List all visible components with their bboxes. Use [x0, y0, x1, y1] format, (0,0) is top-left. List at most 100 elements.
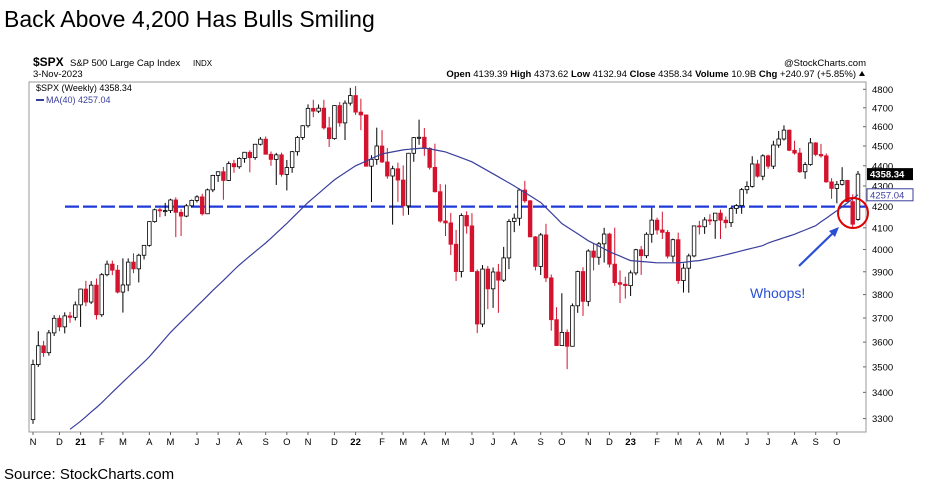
- candle-body: [163, 210, 168, 213]
- candle-body: [215, 171, 221, 176]
- candle-body: [337, 105, 342, 124]
- x-tick-label: S: [263, 437, 269, 448]
- candle-body: [200, 196, 205, 215]
- candle-body: [173, 199, 178, 213]
- candle-body: [115, 269, 120, 293]
- candle-body: [744, 185, 750, 191]
- candle-body: [522, 189, 528, 202]
- candle-body: [168, 199, 173, 212]
- candle-body: [750, 163, 755, 187]
- candle-body: [125, 261, 131, 286]
- candle-body: [395, 168, 401, 181]
- candle-body: [480, 268, 485, 325]
- candle-body: [78, 288, 83, 306]
- candle-body: [194, 196, 200, 201]
- candle-body: [665, 231, 670, 257]
- candle-body: [649, 219, 654, 235]
- candle-body: [638, 249, 644, 257]
- candle-body: [765, 155, 771, 167]
- candle-body: [549, 277, 554, 321]
- candle-body: [490, 271, 496, 290]
- y-tick-label: 3700: [872, 314, 893, 325]
- highlight-circle: [837, 197, 869, 229]
- source: Source: StockCharts.com: [4, 466, 174, 483]
- candle-body: [443, 220, 448, 224]
- candle-body: [300, 125, 305, 138]
- candle-body: [295, 137, 300, 153]
- info-label: Open: [446, 69, 470, 80]
- candle-body: [713, 212, 718, 222]
- symbol: $SPX: [33, 55, 64, 69]
- candle-body: [818, 154, 824, 157]
- legend-label: $SPX (Weekly): [36, 83, 97, 93]
- candle-body: [369, 158, 374, 167]
- x-tick-label: F: [379, 437, 385, 448]
- candle-body: [289, 151, 295, 168]
- date: 3-Nov-2023: [33, 69, 83, 80]
- candle-body: [41, 345, 46, 354]
- candle-body: [30, 364, 36, 421]
- info-value: 10.9B: [731, 69, 756, 80]
- candle-body: [728, 208, 734, 224]
- candle-body: [416, 136, 422, 139]
- watermark: @StockCharts.com: [784, 58, 866, 69]
- candle-body: [501, 257, 506, 281]
- candle-body: [644, 233, 649, 257]
- value-box-label: 4257.04: [870, 190, 904, 201]
- x-tick-label: J: [216, 437, 221, 448]
- candle-body: [157, 209, 163, 212]
- candle-body: [781, 129, 787, 140]
- candle-body: [104, 263, 110, 276]
- candle-body: [205, 189, 210, 215]
- x-tick-label: O: [283, 437, 290, 448]
- candle-body: [760, 155, 766, 177]
- candle-body: [448, 222, 453, 245]
- candle-body: [527, 200, 533, 238]
- candle-body: [363, 114, 369, 167]
- candle-body: [120, 284, 126, 293]
- info-label: Close: [630, 69, 656, 80]
- x-tick-label: M: [674, 437, 682, 448]
- legend-value: 4257.04: [78, 95, 111, 105]
- candle-body: [839, 180, 845, 185]
- x-tick-label: J: [745, 437, 750, 448]
- candle-body: [850, 201, 855, 225]
- candle-body: [855, 173, 861, 220]
- candle-body: [274, 154, 279, 160]
- ohlc-info: Open 4139.39 High 4373.62 Low 4132.94 Cl…: [446, 69, 856, 80]
- x-tick-label: 21: [75, 437, 86, 448]
- candle-body: [797, 152, 803, 173]
- candle-body: [808, 142, 813, 165]
- candle-body: [776, 138, 781, 146]
- candle-body: [591, 250, 596, 258]
- candle-body: [681, 267, 686, 282]
- candle-body: [406, 152, 411, 207]
- x-tick-label: N: [585, 437, 592, 448]
- candle-body: [131, 261, 136, 270]
- candle-body: [755, 163, 760, 177]
- candle-body: [258, 138, 263, 145]
- candle-body: [210, 175, 216, 191]
- y-tick-label: 3800: [872, 290, 893, 301]
- x-tick-label: A: [791, 437, 798, 448]
- candle-body: [564, 332, 570, 347]
- candle-body: [697, 225, 702, 228]
- candle-body: [829, 181, 834, 189]
- y-tick-label: 4200: [872, 202, 893, 213]
- candle-body: [305, 107, 311, 127]
- x-tick-label: A: [511, 437, 518, 448]
- candle-body: [36, 345, 41, 366]
- x-tick-label: M: [442, 437, 450, 448]
- x-tick-label: A: [146, 437, 153, 448]
- candle-body: [464, 215, 469, 227]
- candle-body: [226, 163, 231, 181]
- x-tick-label: M: [399, 437, 407, 448]
- candle-body: [152, 209, 157, 223]
- info-value: +240.97 (+5.85%): [780, 69, 856, 80]
- candle-body: [268, 153, 274, 160]
- candle-body: [390, 168, 395, 177]
- candle-body: [691, 225, 697, 257]
- x-tick-label: A: [696, 437, 703, 448]
- x-tick-label: J: [766, 437, 771, 448]
- candle-body: [517, 189, 522, 219]
